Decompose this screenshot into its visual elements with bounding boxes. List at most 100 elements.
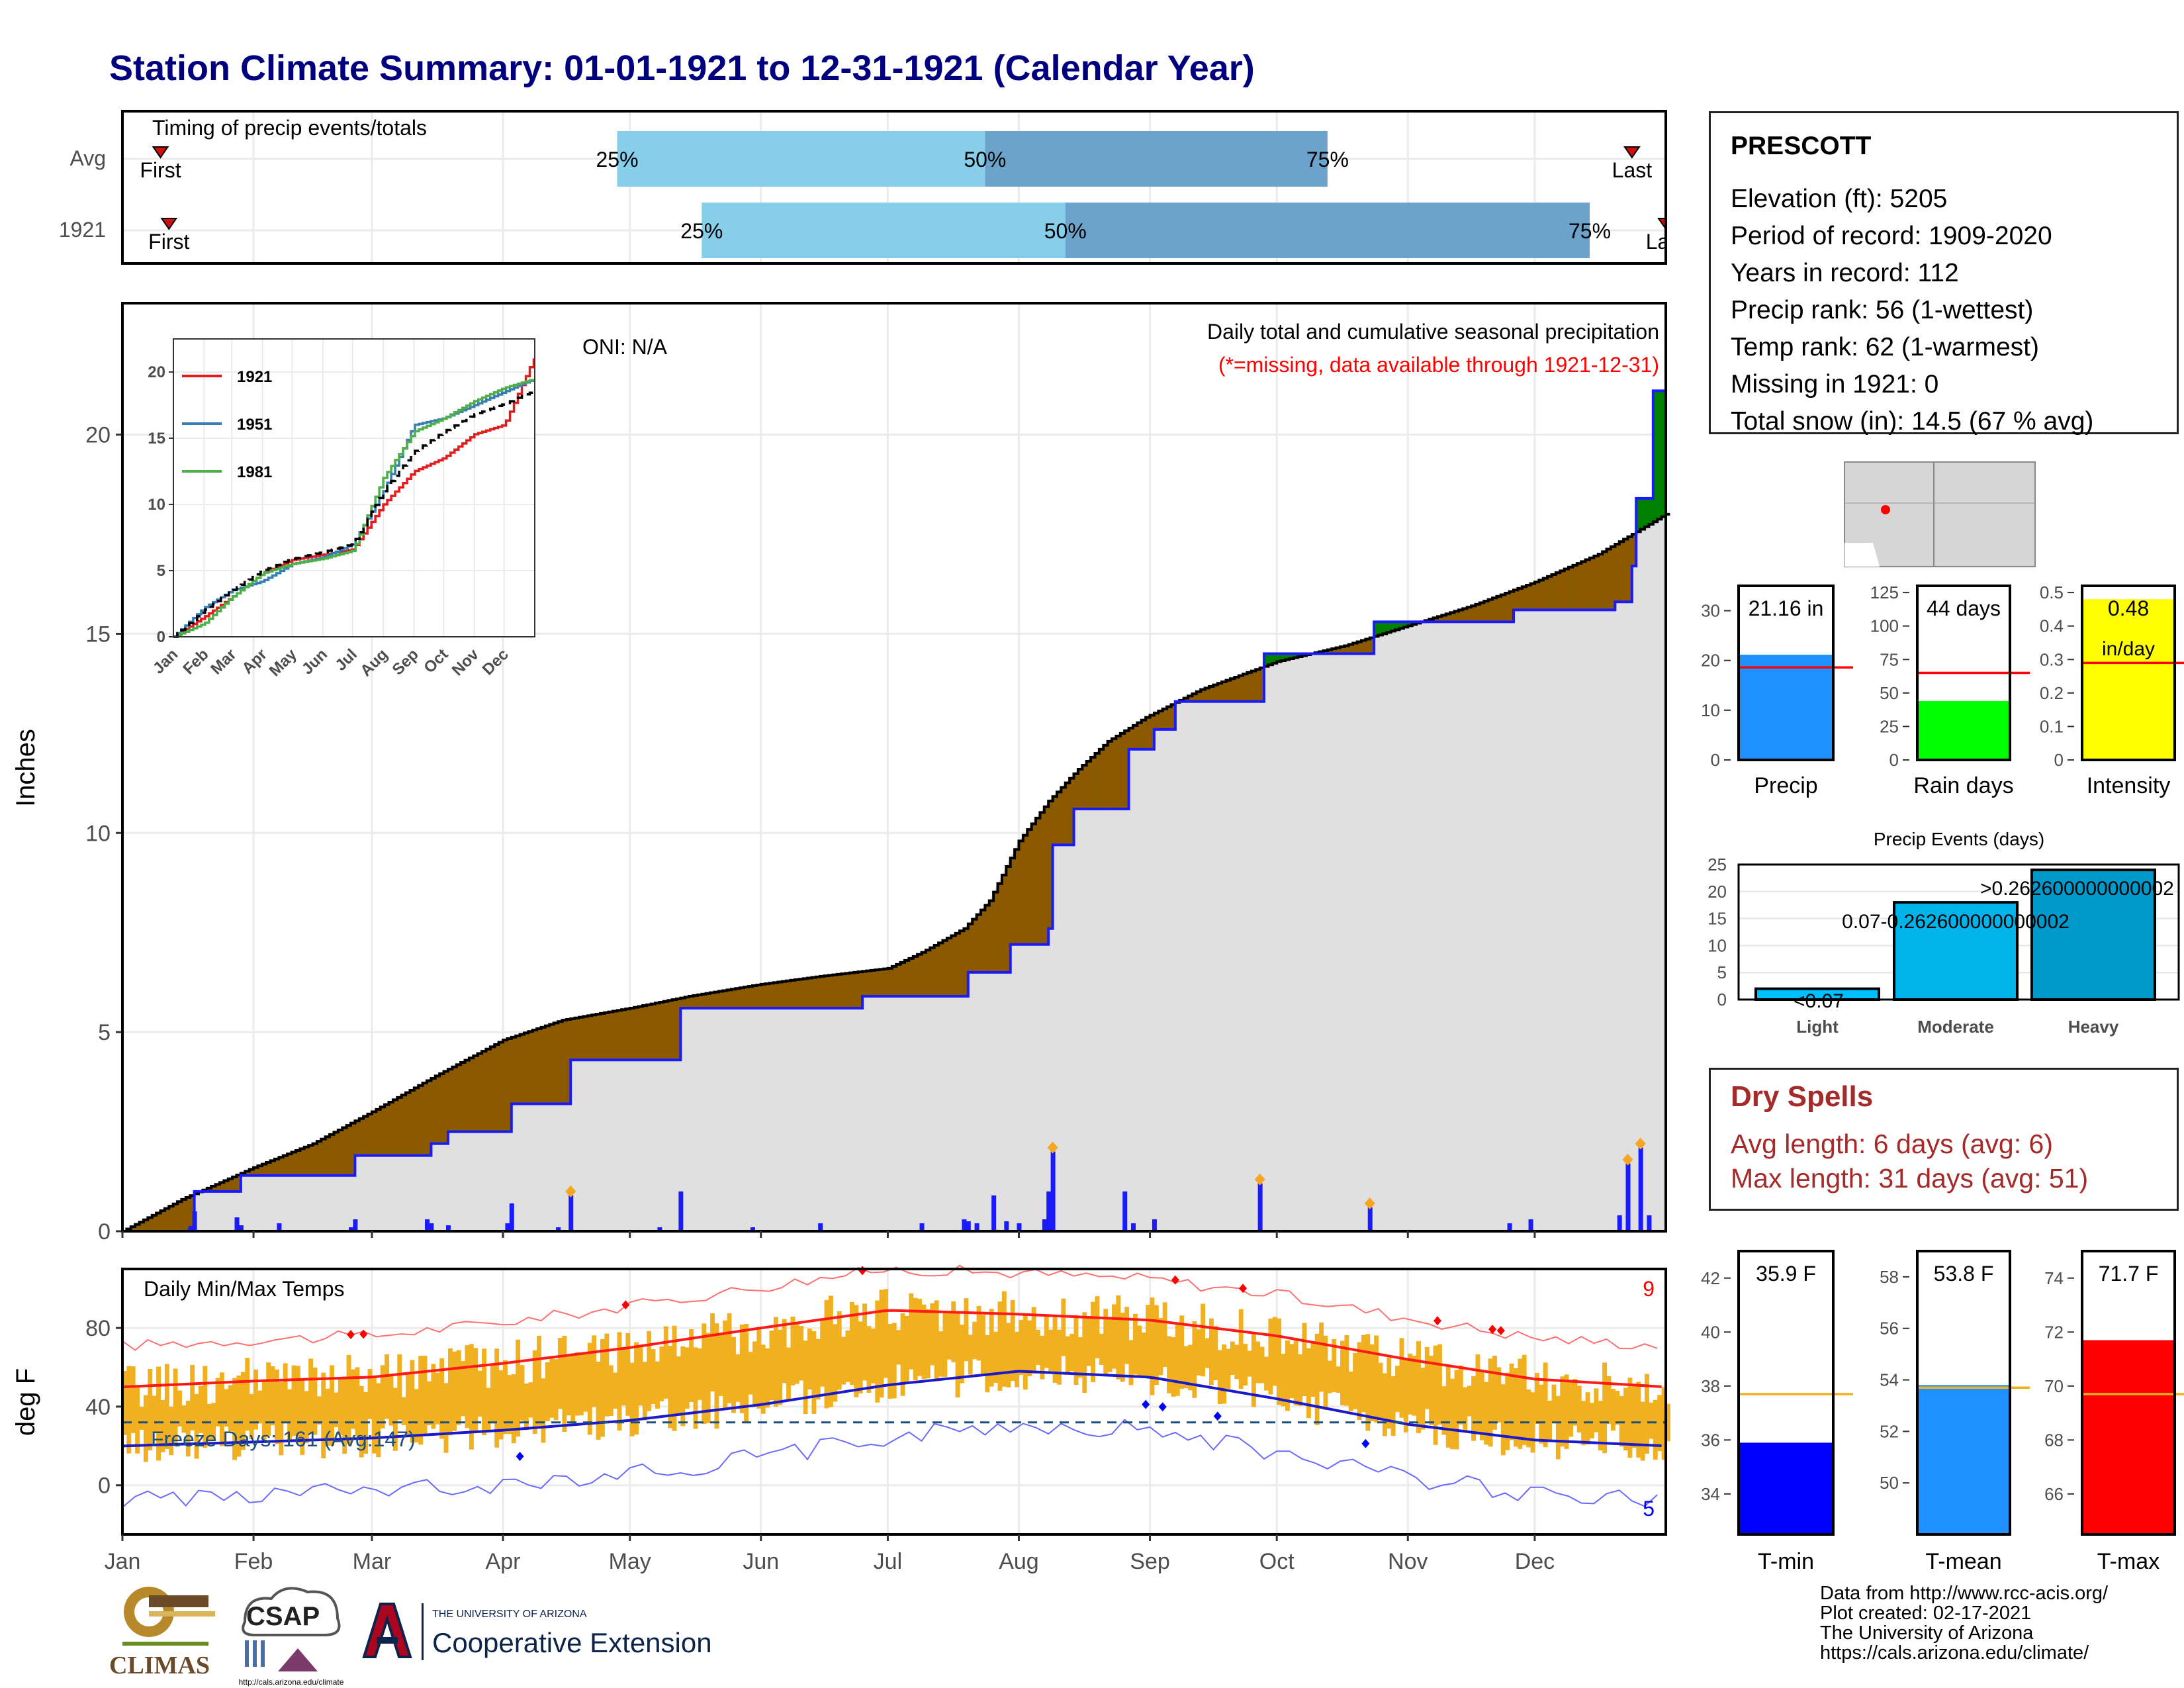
below-avg-area — [211, 1186, 216, 1192]
temp-tmean-bar — [1919, 1385, 2009, 1533]
daily-temp-range-bar — [900, 1313, 905, 1396]
below-avg-area — [507, 1039, 512, 1132]
main-ytick-label: 15 — [85, 622, 111, 647]
intensity-label: Intensity — [2087, 773, 2171, 798]
timing-label-25: 25% — [680, 219, 723, 243]
daily-temp-range-bar — [976, 1305, 981, 1361]
daily-temp-range-bar — [803, 1340, 808, 1415]
below-avg-area — [224, 1180, 229, 1192]
daily-temp-range-bar — [1387, 1357, 1392, 1429]
below-avg-area — [1513, 590, 1518, 610]
below-avg-area — [854, 972, 859, 1009]
daily-temp-range-bar — [921, 1304, 927, 1379]
below-avg-area — [1365, 639, 1371, 654]
below-avg-area — [1230, 679, 1235, 702]
rain-days-label: Rain days — [1913, 773, 2013, 798]
credit-url: https://cals.arizona.edu/climate/ — [1820, 1642, 2089, 1664]
daily-temp-range-bar — [1382, 1373, 1387, 1436]
below-avg-area — [435, 1076, 440, 1144]
daily-temp-range-bar — [342, 1376, 347, 1454]
daily-temp-range-bar — [215, 1378, 220, 1427]
above-avg-area — [1403, 622, 1408, 628]
below-avg-area — [1112, 738, 1117, 810]
station-years: Years in record: 112 — [1731, 259, 1959, 287]
precip-events-title: Precip Events (days) — [1874, 829, 2044, 849]
daily-temp-range-bar — [490, 1365, 495, 1423]
temp-tmin-label: T-min — [1758, 1549, 1814, 1574]
above-avg-area — [1285, 653, 1290, 660]
below-avg-area — [574, 1017, 580, 1060]
credit-data-source: Data from http://www.rcc-acis.org/ — [1820, 1583, 2109, 1604]
below-avg-area — [714, 992, 719, 1009]
record-low-marker — [1361, 1438, 1370, 1448]
daily-temp-range-bar — [1551, 1384, 1557, 1423]
daily-temp-range-bar — [304, 1391, 309, 1444]
daily-temp-range-bar — [1243, 1344, 1248, 1385]
temp-tmean-value: 53.8 F — [1934, 1262, 1994, 1286]
daily-temp-range-bar — [1188, 1344, 1193, 1391]
below-avg-area — [718, 991, 723, 1009]
inset-ytick-label: 0 — [157, 628, 165, 646]
daily-temp-range-bar — [811, 1331, 817, 1414]
daily-temp-range-bar — [1403, 1358, 1408, 1432]
precip-bar — [1740, 654, 1832, 759]
temp-tmean-label: T-mean — [1925, 1549, 2001, 1574]
inset-ytick-label: 5 — [157, 562, 165, 580]
daily-temp-range-bar — [968, 1335, 973, 1375]
daily-temp-range-bar — [549, 1356, 555, 1418]
below-avg-area — [930, 947, 935, 996]
precip-events-ytick-label: 20 — [1707, 882, 1727, 902]
temp-ytick-label: 80 — [85, 1316, 111, 1341]
below-avg-area — [1361, 640, 1366, 654]
daily-temp-range-bar — [672, 1325, 677, 1431]
month-label: Apr — [486, 1549, 521, 1574]
daily-temp-range-bar — [1653, 1399, 1658, 1460]
below-avg-area — [279, 1157, 284, 1176]
below-avg-area — [1128, 727, 1134, 749]
below-avg-area — [1471, 606, 1477, 622]
below-avg-area — [803, 978, 808, 1009]
daily-temp-range-bar — [418, 1356, 424, 1445]
temp-tmean-ytick-label: 50 — [1880, 1473, 1899, 1493]
ua-big-text: Cooperative Extension — [432, 1627, 712, 1658]
daily-temp-range-bar — [1569, 1382, 1573, 1437]
below-avg-area — [558, 1021, 563, 1104]
above-avg-area — [1374, 622, 1379, 637]
below-avg-area — [143, 1219, 148, 1231]
daily-temp-range-bar — [964, 1298, 969, 1362]
temp-tmax-ytick-label: 68 — [2044, 1430, 2064, 1450]
avg-min-line — [122, 1370, 1662, 1448]
below-avg-area — [833, 974, 838, 1009]
dry-spells-title: Dry Spells — [1731, 1080, 1874, 1113]
intensity-ytick-label: 0.5 — [2040, 583, 2064, 602]
below-avg-area — [355, 1121, 360, 1156]
daily-temp-range-bar — [300, 1378, 305, 1456]
daily-temp-range-bar — [693, 1347, 698, 1429]
below-avg-area — [790, 980, 796, 1009]
rain-days-ytick-label: 25 — [1880, 716, 1899, 736]
daily-temp-range-bar — [1539, 1384, 1544, 1444]
below-avg-area — [815, 976, 821, 1009]
below-avg-area — [1247, 672, 1252, 702]
below-avg-area — [879, 969, 884, 996]
below-avg-area — [824, 976, 829, 1009]
daily-temp-range-bar — [1534, 1372, 1539, 1425]
timing-bar-50-75 — [1065, 203, 1590, 258]
temp-tmax-bar — [2083, 1340, 2173, 1533]
daily-temp-range-bar — [1543, 1362, 1548, 1448]
precip-events-frame — [1737, 863, 2180, 1001]
record-high-marker — [1239, 1284, 1248, 1293]
daily-temp-range-bar — [427, 1381, 432, 1425]
month-label: May — [609, 1549, 651, 1574]
below-avg-area — [392, 1100, 398, 1156]
inset-series-avg — [173, 391, 535, 638]
temp-ylabel: deg F — [11, 1368, 40, 1436]
record-low-marker — [1213, 1411, 1222, 1421]
daily-precip-bar — [188, 1227, 193, 1231]
below-avg-area — [228, 1178, 233, 1192]
daily-temp-range-bar — [592, 1335, 597, 1407]
below-avg-area — [1539, 580, 1544, 610]
below-avg-area — [1255, 669, 1261, 702]
below-avg-area — [257, 1166, 263, 1176]
daily-temp-range-bar — [1302, 1323, 1307, 1397]
